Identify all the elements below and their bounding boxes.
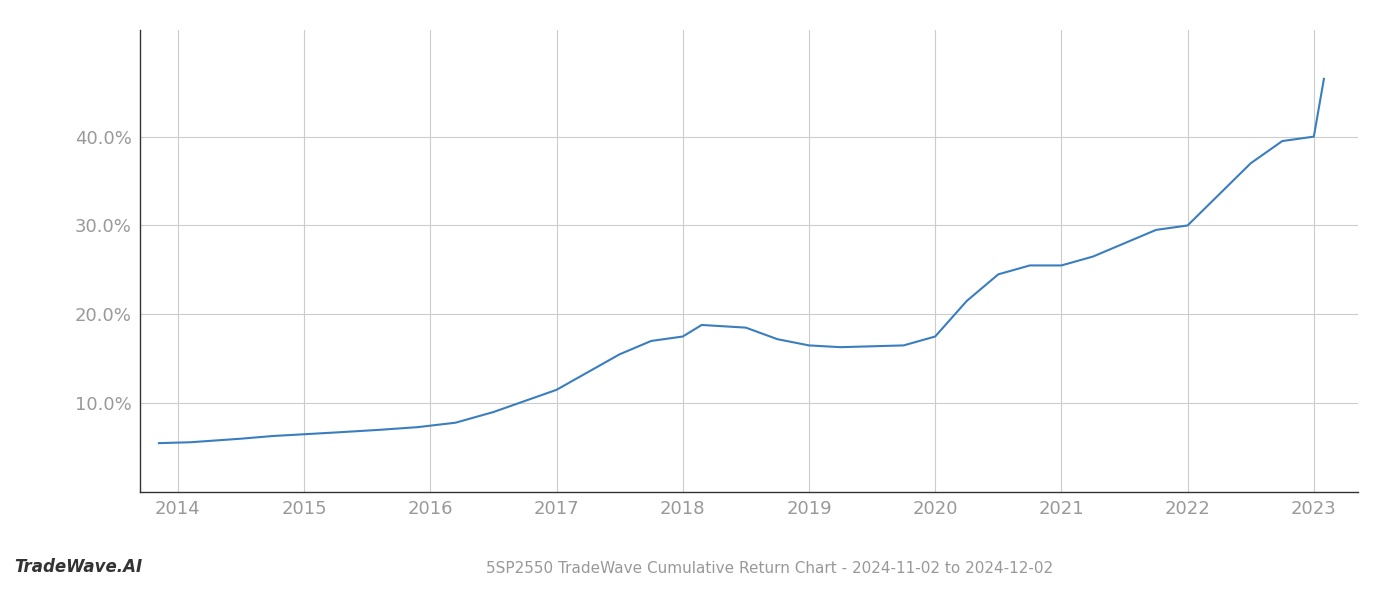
Text: TradeWave.AI: TradeWave.AI [14,558,143,576]
Text: 5SP2550 TradeWave Cumulative Return Chart - 2024-11-02 to 2024-12-02: 5SP2550 TradeWave Cumulative Return Char… [486,561,1054,576]
